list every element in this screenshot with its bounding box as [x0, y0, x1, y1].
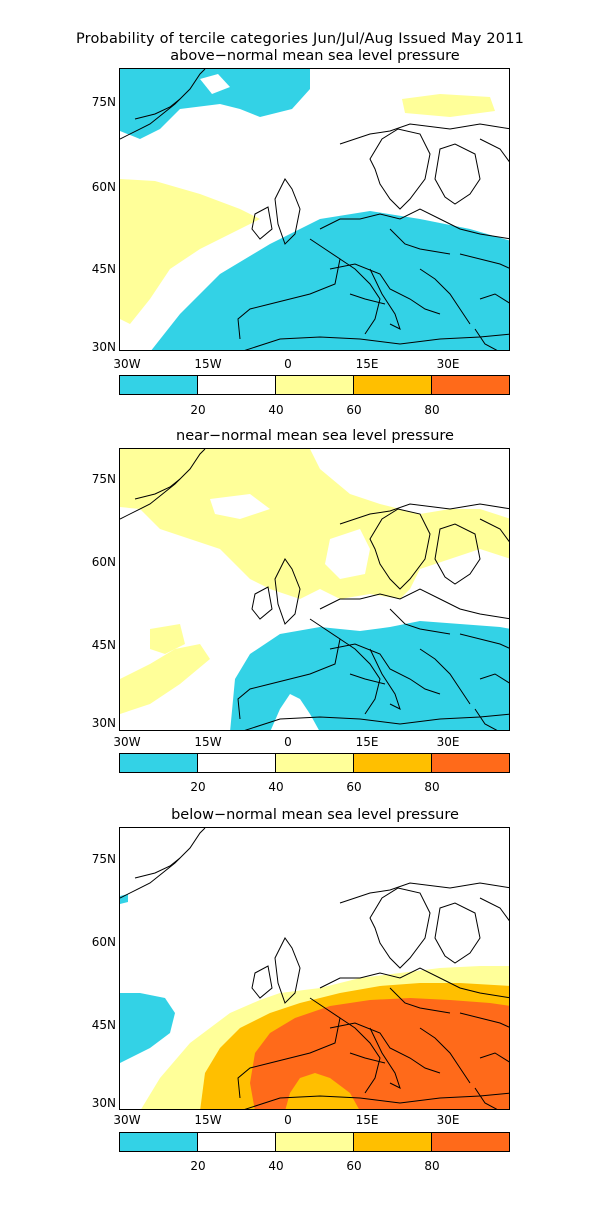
- lat-label: 60N: [91, 555, 116, 569]
- panel-title-above-normal: above−normal mean sea level pressure: [170, 48, 460, 64]
- lat-label: 30N: [91, 1096, 116, 1110]
- low-probability-region: [120, 993, 175, 1063]
- colorbar: [119, 753, 510, 773]
- lon-label: 30E: [436, 735, 460, 749]
- lon-label: 30E: [436, 357, 460, 371]
- panel-title-near-normal: near−normal mean sea level pressure: [176, 428, 454, 444]
- high-probability-region: [150, 624, 185, 654]
- lat-label: 60N: [91, 180, 116, 194]
- colorbar-label: 20: [190, 403, 206, 417]
- lat-label: 45N: [91, 262, 116, 276]
- colorbar-label: 60: [346, 403, 362, 417]
- high-probability-region: [120, 449, 509, 599]
- lon-label: 0: [284, 357, 292, 371]
- colorbar-bin: [120, 376, 198, 394]
- colorbar-label: 40: [268, 1159, 284, 1173]
- lat-label: 30N: [91, 716, 116, 730]
- colorbar-label: 60: [346, 780, 362, 794]
- colorbar-bin: [198, 376, 276, 394]
- colorbar-bin: [354, 754, 432, 772]
- colorbar-label: 40: [268, 780, 284, 794]
- colorbar-bin: [198, 754, 276, 772]
- high-probability-region: [250, 998, 509, 1109]
- lat-label: 75N: [91, 852, 116, 866]
- colorbar-bin: [432, 1133, 509, 1151]
- colorbar-label: 20: [190, 1159, 206, 1173]
- colorbar-bin: [276, 376, 354, 394]
- colorbar: [119, 1132, 510, 1152]
- colorbar-bin: [354, 1133, 432, 1151]
- colorbar-label: 40: [268, 403, 284, 417]
- lat-label: 75N: [91, 95, 116, 109]
- colorbar-bin: [432, 376, 509, 394]
- high-probability-region: [402, 94, 495, 117]
- lon-label: 15W: [194, 735, 222, 749]
- colorbar-bin: [120, 754, 198, 772]
- panel-title-below-normal: below−normal mean sea level pressure: [171, 807, 459, 823]
- colorbar-label: 80: [424, 403, 440, 417]
- lat-label: 45N: [91, 638, 116, 652]
- colorbar-label: 80: [424, 780, 440, 794]
- colorbar-bin: [276, 754, 354, 772]
- colorbar-bin: [432, 754, 509, 772]
- figure-title: Probability of tercile categories Jun/Ju…: [75, 31, 525, 47]
- lon-label: 30W: [113, 357, 141, 371]
- low-probability-region: [120, 69, 310, 139]
- lon-label: 0: [284, 735, 292, 749]
- lat-label: 75N: [91, 472, 116, 486]
- lon-label: 15W: [194, 357, 222, 371]
- lon-label: 15W: [194, 1113, 222, 1127]
- colorbar-label: 80: [424, 1159, 440, 1173]
- map-panel-below-normal: [119, 827, 510, 1110]
- map-panel-above-normal: [119, 68, 510, 351]
- colorbar-label: 60: [346, 1159, 362, 1173]
- colorbar-label: 20: [190, 780, 206, 794]
- colorbar-bin: [276, 1133, 354, 1151]
- high-probability-region: [325, 529, 370, 579]
- lon-label: 15E: [355, 735, 379, 749]
- low-probability-region: [200, 74, 230, 94]
- lon-label: 0: [284, 1113, 292, 1127]
- lon-label: 30W: [113, 1113, 141, 1127]
- lon-label: 15E: [355, 1113, 379, 1127]
- high-probability-region: [210, 494, 270, 519]
- lat-label: 30N: [91, 340, 116, 354]
- lon-label: 30E: [436, 1113, 460, 1127]
- low-probability-region: [151, 211, 509, 350]
- lat-label: 45N: [91, 1018, 116, 1032]
- colorbar-bin: [198, 1133, 276, 1151]
- colorbar-bin: [354, 376, 432, 394]
- high-probability-region: [120, 179, 260, 324]
- lat-label: 60N: [91, 935, 116, 949]
- map-panel-near-normal: [119, 448, 510, 731]
- lon-label: 30W: [113, 735, 141, 749]
- high-probability-region: [120, 644, 210, 714]
- colorbar: [119, 375, 510, 395]
- low-probability-region: [230, 621, 509, 730]
- lon-label: 15E: [355, 357, 379, 371]
- colorbar-bin: [120, 1133, 198, 1151]
